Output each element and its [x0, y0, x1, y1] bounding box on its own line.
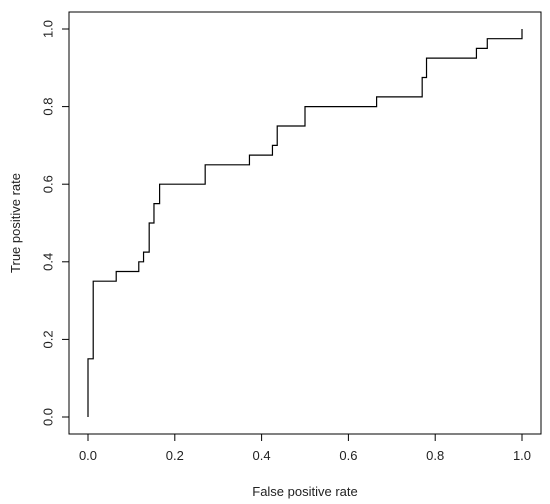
x-tick-label: 0.0 [79, 448, 97, 463]
y-axis: 0.0 0.2 0.4 0.6 0.8 1.0 [40, 20, 69, 426]
x-tick-label: 0.4 [253, 448, 271, 463]
x-tick-label: 0.2 [166, 448, 184, 463]
y-tick-label: 0.2 [40, 330, 55, 348]
y-tick-label: 0.0 [40, 408, 55, 426]
x-axis: 0.0 0.2 0.4 0.6 0.8 1.0 [79, 434, 531, 463]
y-tick-label: 1.0 [40, 20, 55, 38]
y-tick-label: 0.8 [40, 98, 55, 116]
x-tick-label: 0.8 [426, 448, 444, 463]
x-axis-title: False positive rate [252, 484, 358, 499]
x-tick-label: 0.6 [339, 448, 357, 463]
x-tick-label: 1.0 [513, 448, 531, 463]
plot-frame [68, 11, 542, 435]
roc-curve-line [87, 29, 523, 417]
y-axis-title: True positive rate [8, 173, 23, 273]
y-tick-label: 0.6 [40, 175, 55, 193]
y-tick-label: 0.4 [40, 253, 55, 271]
